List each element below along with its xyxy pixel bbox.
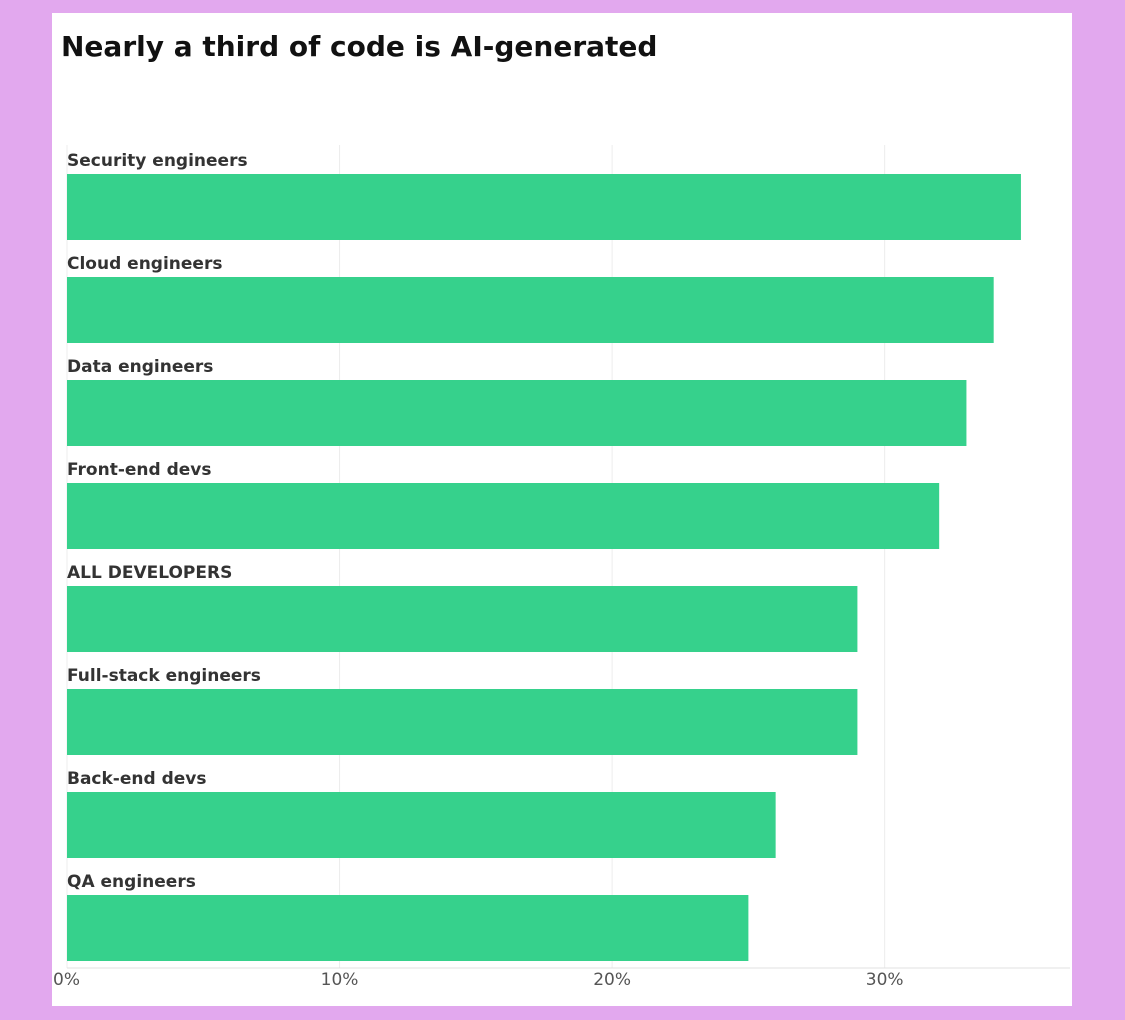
category-label: Data engineers bbox=[67, 357, 213, 377]
bar bbox=[67, 586, 858, 652]
x-tick-label: 30% bbox=[866, 970, 904, 990]
category-label: Front-end devs bbox=[67, 460, 212, 480]
category-label: ALL DEVELOPERS bbox=[67, 563, 232, 583]
bar bbox=[67, 483, 940, 549]
bar bbox=[67, 277, 994, 343]
x-tick-label: 10% bbox=[321, 970, 359, 990]
bar bbox=[67, 689, 858, 755]
bar bbox=[67, 174, 1021, 240]
category-label: Back-end devs bbox=[67, 769, 207, 789]
category-label: Full-stack engineers bbox=[67, 666, 261, 686]
x-tick-label: 20% bbox=[593, 970, 631, 990]
x-tick-label: 0% bbox=[53, 970, 80, 990]
chart-title: Nearly a third of code is AI-generated bbox=[61, 30, 657, 63]
category-label: Cloud engineers bbox=[67, 254, 222, 274]
bar bbox=[67, 792, 776, 858]
category-label: QA engineers bbox=[67, 872, 196, 892]
category-label: Security engineers bbox=[67, 151, 248, 171]
bar bbox=[67, 380, 967, 446]
bar bbox=[67, 895, 749, 961]
